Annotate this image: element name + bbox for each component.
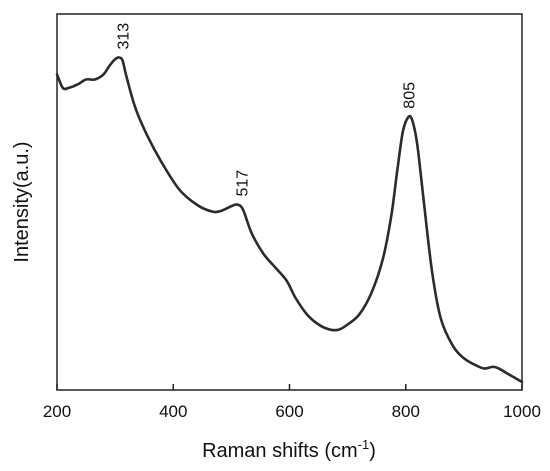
peak-label-313: 313	[116, 23, 133, 50]
x-axis-title-close: )	[369, 440, 376, 462]
y-axis-title: Intensity(a.u.)	[11, 141, 33, 262]
x-axis-title-main: Raman shifts (cm	[202, 440, 358, 462]
peak-annotations: 313 517 805	[116, 23, 419, 197]
x-tick-label-200: 200	[43, 402, 71, 421]
series-line-spectrum	[55, 56, 524, 384]
x-tick-label-600: 600	[275, 402, 303, 421]
x-tick-label-800: 800	[392, 402, 420, 421]
x-tick-label-1000: 1000	[503, 402, 541, 421]
x-axis-ticks	[56, 384, 523, 390]
x-axis-tick-labels: 200 400 600 800 1000	[43, 402, 541, 421]
x-tick-label-400: 400	[159, 402, 187, 421]
peak-label-517: 517	[234, 170, 251, 197]
plot-frame	[56, 13, 523, 391]
x-axis-title-superscript: -1	[358, 437, 370, 452]
x-axis-title: Raman shifts (cm-1)	[202, 437, 376, 462]
peak-label-805: 805	[402, 82, 419, 109]
